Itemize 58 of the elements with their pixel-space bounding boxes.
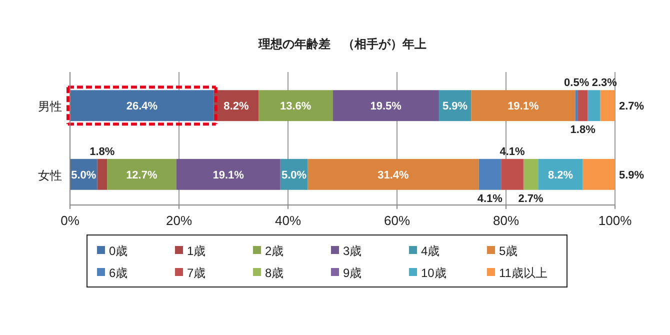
bar [575,90,578,122]
data-label: 0.5% [564,77,590,90]
legend-label: 0歳 [109,244,128,258]
x-tick-label: 0% [60,213,80,228]
data-label: 1.8% [90,146,115,158]
x-tick-label: 40% [274,213,302,228]
legend-label: 9歳 [343,266,362,280]
y-tick-label: 女性 [38,168,62,182]
legend-label: 1歳 [187,244,206,258]
x-tick-label: 20% [166,213,192,228]
data-label: 13.6% [280,100,312,113]
bar [478,158,502,190]
legend-label: 5歳 [499,244,518,258]
data-label: 19.5% [370,100,402,113]
data-label: 2.7% [518,192,544,205]
legend-label: 7歳 [187,266,206,280]
bar [308,158,479,190]
legend-label: 8歳 [265,266,284,280]
legend-label: 2歳 [265,244,284,258]
bar [501,158,524,190]
bar [538,158,583,190]
bar [578,90,588,122]
bar [471,90,576,122]
x-tick-label: 60% [384,213,410,228]
data-label: 5.0% [281,169,307,182]
data-label: 4.1% [477,192,503,205]
bar [600,90,615,122]
data-label: 2.3% [592,77,618,90]
chart-title: 理想の年齢差 （相手が）年上 [258,37,426,51]
data-label: 4.1% [500,146,526,158]
data-label: 2.7% [619,100,644,113]
legend-label: 10歳 [421,266,446,280]
data-label: 8.2% [224,100,249,113]
legend-label: 4歳 [421,244,440,258]
data-label: 26.4% [126,100,158,113]
bar [107,158,176,190]
data-label: 19.1% [508,100,539,113]
legend-label: 3歳 [343,244,362,258]
bar [258,90,333,122]
bar [582,158,615,190]
y-tick-label: 男性 [38,100,62,114]
data-label: 1.8% [570,124,596,136]
x-tick-label: 100% [598,213,632,228]
x-tick-label: 80% [492,213,520,228]
bar [176,158,280,190]
data-label: 31.4% [378,169,409,182]
bar [97,158,108,190]
bar [523,158,538,190]
bar [588,90,600,122]
data-label: 5.0% [71,169,96,182]
bar [332,90,439,122]
data-label: 19.1% [212,169,244,182]
data-label: 8.2% [548,169,574,182]
data-label: 5.9% [619,169,644,182]
data-label: 5.9% [442,100,468,113]
data-label: 12.7% [126,169,158,182]
legend-label: 6歳 [109,266,128,280]
legend-label: 11歳以上 [499,266,548,280]
